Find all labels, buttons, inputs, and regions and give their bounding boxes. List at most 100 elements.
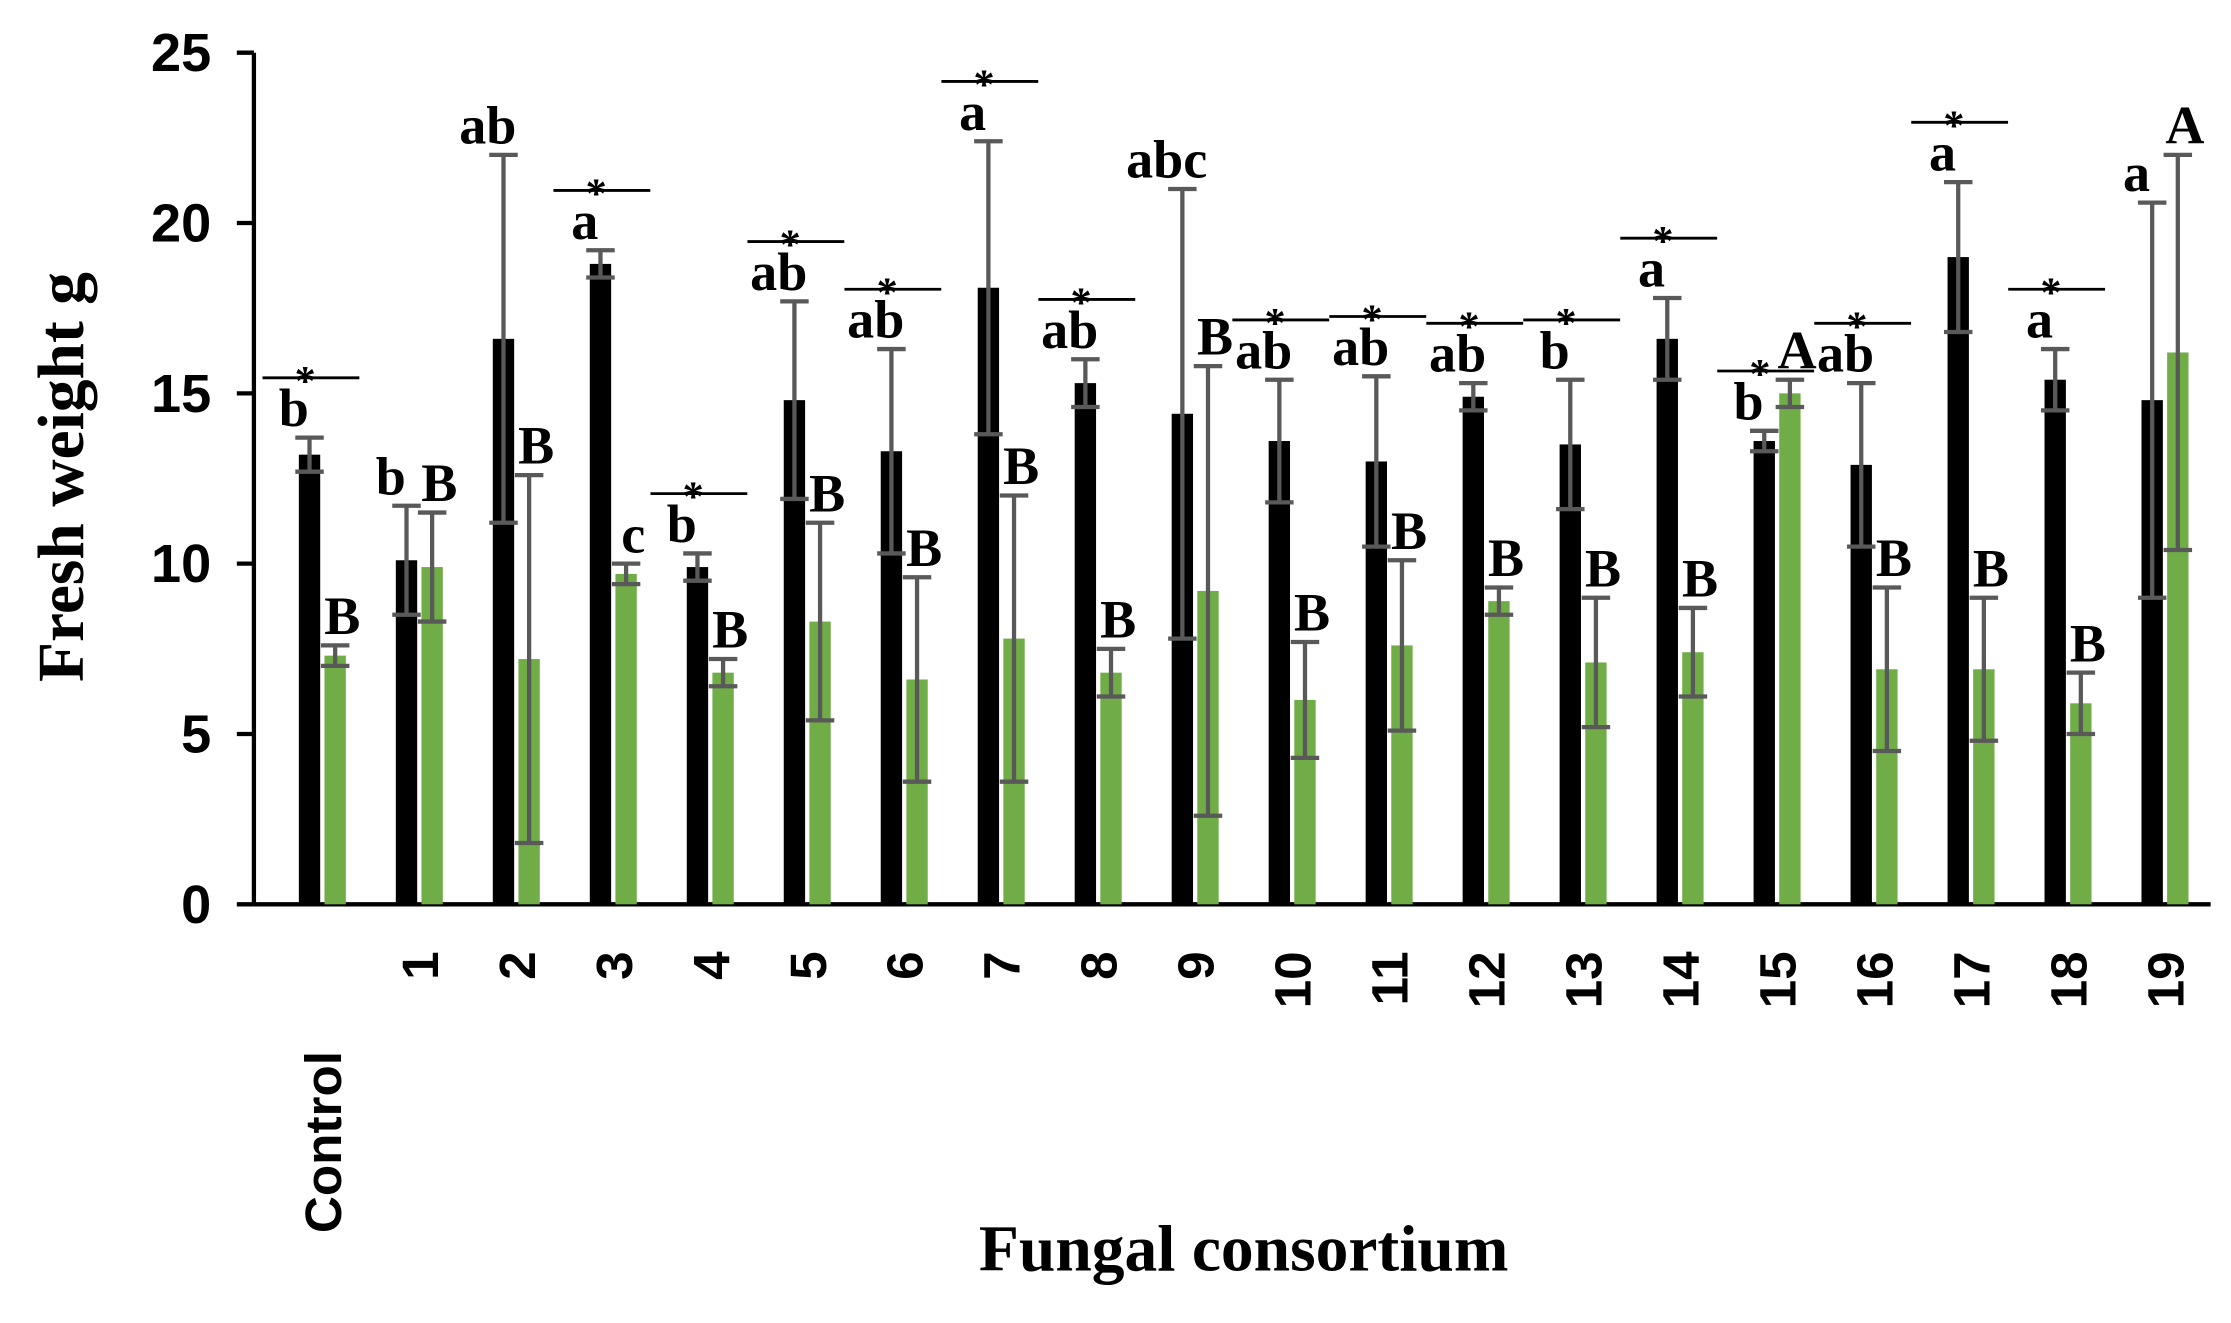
group-letter: B [1488, 528, 1524, 588]
bar [615, 573, 637, 905]
group-letter: B [518, 416, 554, 476]
x-tick-label: 6 [877, 951, 934, 980]
significance-mark: * [1264, 300, 1285, 347]
y-axis-title: Fresh weight g [26, 272, 98, 682]
significance-mark: * [973, 62, 994, 109]
bar [324, 655, 346, 905]
x-tick-label: 17 [1944, 951, 2001, 1008]
x-tick-label: 13 [1556, 951, 1613, 1008]
x-tick-label: 19 [2138, 951, 2195, 1008]
bar [1682, 652, 1704, 905]
group-letter: B [1876, 528, 1912, 588]
bar [1391, 645, 1413, 905]
group-letter: c [621, 504, 645, 564]
group-letter: ab [1041, 300, 1098, 360]
bar [1973, 669, 1995, 905]
bar [1488, 601, 1510, 905]
group-letter: B [1100, 589, 1136, 649]
group-letter: a [959, 82, 986, 142]
group-letter: B [809, 463, 845, 523]
bar [589, 263, 612, 905]
bar [395, 560, 418, 905]
bar [1947, 257, 1969, 905]
significance-mark: * [1846, 303, 1867, 350]
bar [1656, 338, 1678, 905]
group-letter: a [1638, 239, 1665, 299]
y-tick-label: 5 [181, 705, 211, 765]
group-letter: a [1929, 123, 1956, 183]
x-tick-label: 7 [974, 951, 1031, 980]
group-letter: B [1197, 307, 1233, 367]
group-letter: ab [1235, 320, 1292, 380]
significance-mark: * [1943, 102, 1964, 149]
bar [1268, 441, 1291, 905]
x-tick-label: 3 [586, 951, 643, 980]
bar [880, 451, 903, 905]
bar [492, 338, 515, 905]
bar [1365, 461, 1388, 905]
y-tick-label: 0 [181, 875, 211, 935]
x-tick-label: 10 [1265, 951, 1322, 1008]
bar [298, 454, 321, 905]
group-letter: ab [459, 95, 516, 155]
group-letter: ab [750, 242, 807, 302]
significance-mark: * [1749, 351, 1770, 398]
significance-mark: * [779, 222, 800, 269]
significance-mark: * [2040, 269, 2061, 316]
group-letter: a [2026, 290, 2053, 350]
group-letter: a [571, 191, 598, 251]
group-letter: b [1734, 371, 1764, 431]
bar [2141, 400, 2163, 905]
significance-mark: * [1361, 297, 1382, 344]
bar [1294, 699, 1316, 905]
group-letter: B [712, 600, 748, 660]
x-tick-label: 2 [489, 951, 546, 980]
significance-mark: * [1458, 303, 1479, 350]
group-letter: B [1682, 549, 1718, 609]
bar [1462, 396, 1484, 905]
x-axis-title: Fungal consortium [979, 1213, 1509, 1285]
group-letter: ab [1429, 324, 1486, 384]
x-tick-label: 16 [1847, 951, 1904, 1008]
significance-mark: * [1652, 218, 1673, 265]
bar [783, 400, 806, 905]
significance-mark: * [876, 269, 897, 316]
x-tick-label: 4 [683, 951, 740, 980]
bar [1779, 393, 1801, 905]
x-tick-label: 14 [1653, 951, 1710, 1009]
group-letter: ab [1332, 317, 1389, 377]
bar [906, 679, 928, 905]
group-letter: B [2070, 613, 2106, 673]
group-letter: B [1585, 538, 1621, 598]
group-letter: b [1540, 320, 1570, 380]
y-tick-label: 25 [151, 23, 211, 83]
bar [2167, 352, 2189, 905]
y-tick-label: 10 [151, 534, 211, 594]
group-letter: B [421, 453, 457, 513]
group-letter: B [906, 518, 942, 578]
group-letter: B [324, 586, 360, 646]
bar [2044, 379, 2066, 905]
x-tick-label: 5 [780, 951, 837, 980]
bar [686, 567, 709, 905]
significance-mark: * [1070, 280, 1091, 327]
bar [1876, 669, 1898, 905]
group-letter: B [1003, 436, 1039, 496]
bar [421, 567, 443, 905]
group-letter: ab [847, 290, 904, 350]
bar [1753, 441, 1775, 905]
x-tick-label: 1 [392, 951, 449, 980]
group-letter: a [2123, 143, 2150, 203]
bar [1559, 444, 1581, 905]
x-tick-label: 18 [2041, 951, 2098, 1008]
y-tick-label: 15 [151, 364, 211, 424]
x-tick-label: 9 [1168, 951, 1225, 980]
bar [712, 672, 734, 905]
group-letter: B [1391, 501, 1427, 561]
bar [1171, 413, 1194, 905]
x-tick-label: 8 [1071, 951, 1128, 980]
significance-mark: * [586, 171, 607, 218]
group-letter: abc [1126, 130, 1207, 190]
significance-mark: * [682, 474, 703, 521]
